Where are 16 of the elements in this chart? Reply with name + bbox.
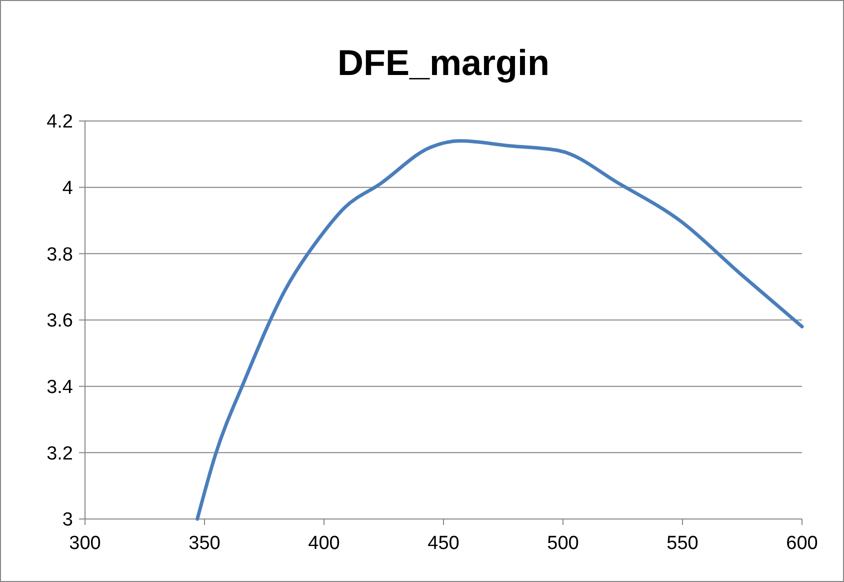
y-tick-label: 4.2	[46, 112, 73, 133]
y-tick-label: 3.4	[46, 376, 74, 398]
y-tick-label: 3.2	[46, 443, 73, 464]
y-tick-label: 3.6	[46, 310, 73, 332]
y-tick-label: 3.8	[46, 244, 73, 266]
y-tick-label: 4	[62, 178, 74, 199]
y-tick-label: 3	[62, 510, 73, 531]
x-tick-label: 600	[786, 533, 818, 554]
x-tick-label: 300	[69, 533, 101, 554]
x-tick-label: 400	[308, 533, 340, 554]
x-tick-label: 350	[188, 533, 220, 554]
line-series	[196, 139, 804, 521]
x-tick-label: 450	[428, 533, 460, 554]
chart-title: DFE_margin	[337, 42, 550, 83]
x-tick-label: 550	[666, 533, 698, 554]
x-tick-label: 500	[547, 533, 579, 554]
